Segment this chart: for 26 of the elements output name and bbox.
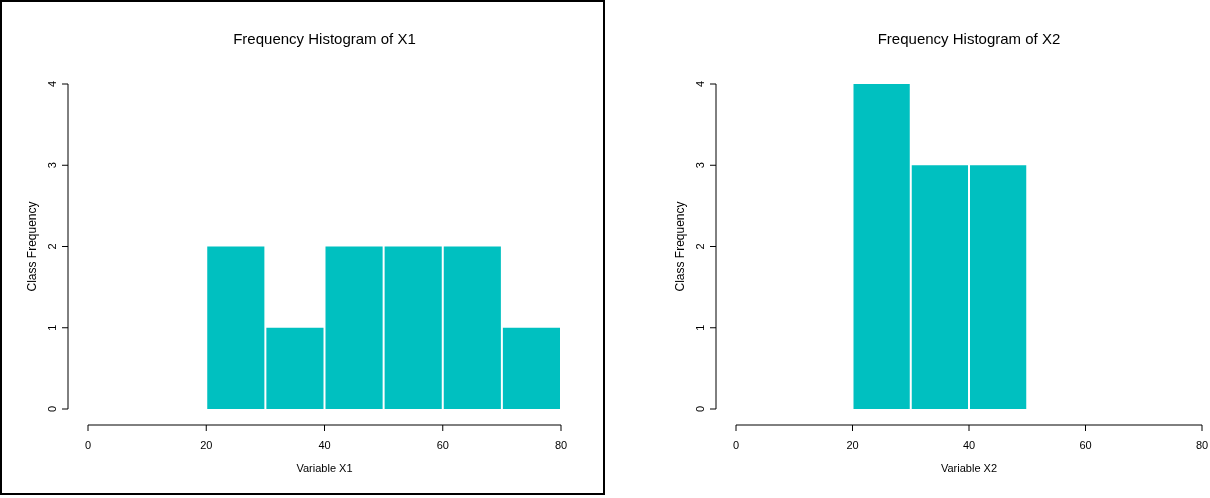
x-tick-label: 40 <box>318 439 331 451</box>
x-axis-title: Variable X2 <box>940 462 998 474</box>
y-tick-label: 2 <box>46 243 58 250</box>
x-tick-label: 20 <box>200 439 213 451</box>
y-tick-label: 4 <box>694 80 706 88</box>
x-tick-label: 80 <box>554 439 568 451</box>
x-tick-label: 40 <box>962 439 976 451</box>
y-tick-label: 0 <box>46 405 58 413</box>
x-tick-label: 80 <box>1195 439 1209 451</box>
chart-title: Frequency Histogram of X2 <box>877 30 1061 47</box>
x-axis-title: Variable X1 <box>296 462 353 474</box>
y-axis-title: Class Frequency <box>25 201 39 292</box>
y-tick-label: 1 <box>694 324 706 331</box>
y-tick-label: 4 <box>46 80 58 88</box>
chart-title: Frequency Histogram of X1 <box>233 30 416 47</box>
y-tick-label: 2 <box>694 243 706 250</box>
x-tick-label: 20 <box>846 439 859 451</box>
y-tick-label: 3 <box>694 162 706 169</box>
x-tick-label: 60 <box>436 439 449 451</box>
x-tick-label: 0 <box>84 439 92 451</box>
y-tick-label: 1 <box>46 324 58 331</box>
y-axis-title: Class Frequency <box>673 201 687 292</box>
y-tick-label: 0 <box>694 405 706 413</box>
x-tick-label: 60 <box>1079 439 1092 451</box>
x-tick-label: 0 <box>732 439 740 451</box>
y-tick-label: 3 <box>46 162 58 169</box>
